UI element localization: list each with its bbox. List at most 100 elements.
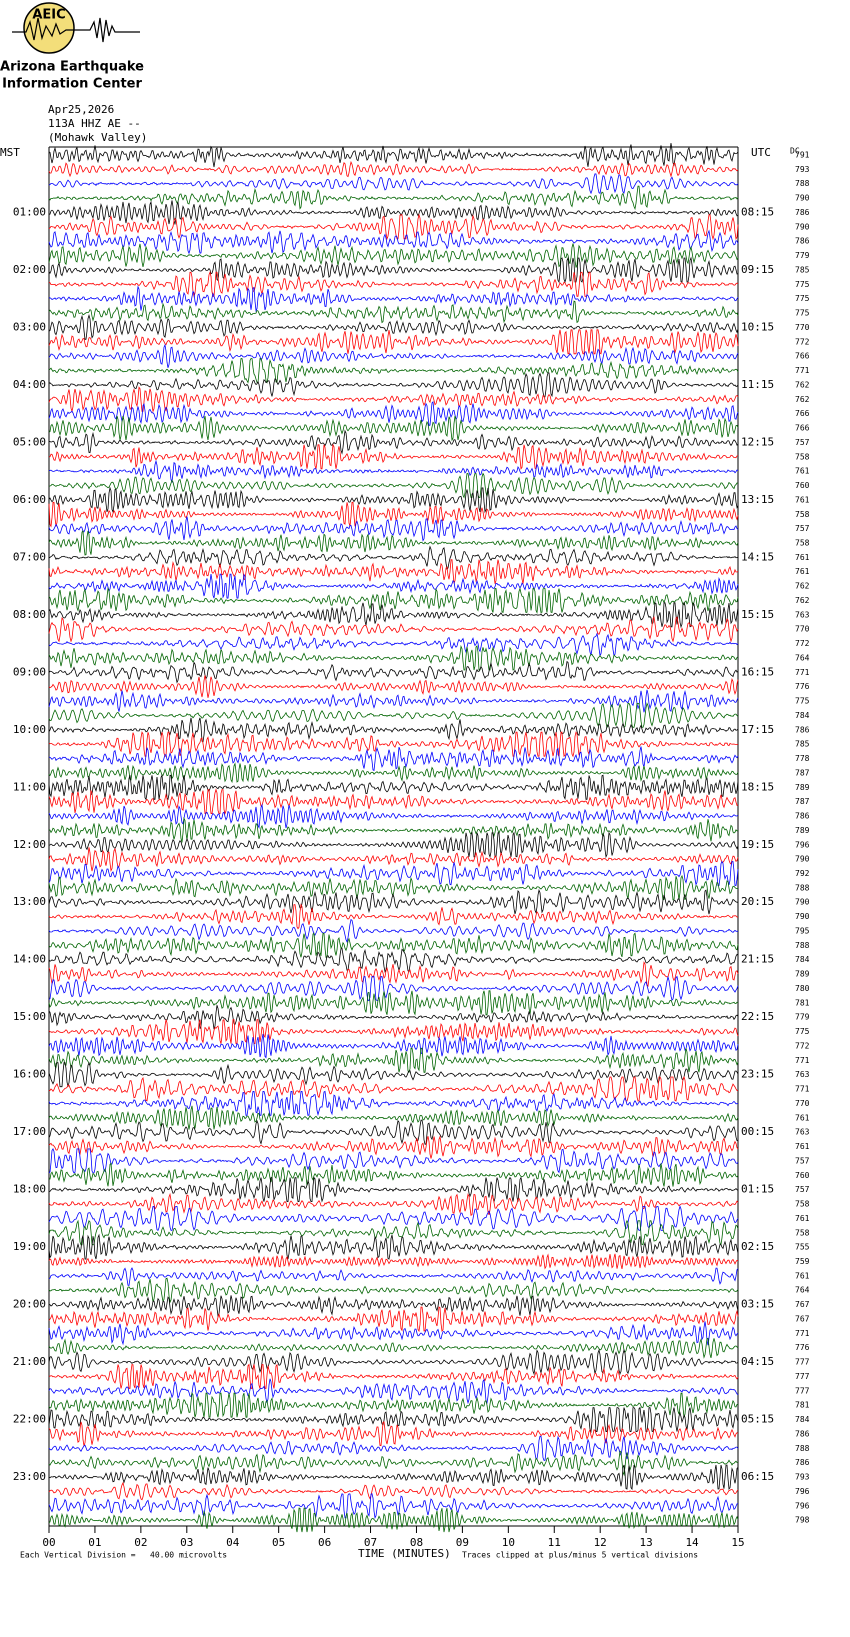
utc-time-label: 20:15 [741,895,774,908]
dc-value: 784 [795,955,810,964]
utc-time-label: 12:15 [741,435,774,448]
dc-value: 758 [795,1228,810,1237]
dc-value: 789 [795,783,810,792]
dc-value: 790 [795,912,810,921]
dc-value: 762 [795,596,810,605]
local-time-label: 06:00 [13,493,46,506]
dc-value: 757 [795,1185,810,1194]
logo-line2: Information Center [2,77,142,92]
utc-time-label: 11:15 [741,378,774,391]
trace [48,1306,739,1333]
local-time-label: 21:00 [13,1355,46,1368]
trace [48,1392,739,1418]
dc-value: 777 [795,1386,810,1395]
trace [48,660,739,684]
local-time-label: 01:00 [13,205,46,218]
trace [48,874,739,901]
x-tick-label: 15 [731,1536,744,1549]
dc-value: 778 [795,754,810,763]
dc-value: 763 [795,1070,810,1079]
trace [48,918,739,943]
trace [48,559,739,584]
dc-value: 785 [795,740,810,749]
trace [49,1295,739,1318]
local-time-label: 20:00 [13,1298,46,1311]
dc-value: 775 [795,697,810,706]
trace [48,1162,739,1187]
x-tick-label: 03 [180,1536,193,1549]
trace [48,1018,739,1045]
dc-value: 779 [795,1013,810,1022]
x-tick-label: 01 [88,1536,101,1549]
dc-value: 757 [795,438,810,447]
trace [48,486,739,514]
dc-value: 760 [795,481,810,490]
utc-time-label: 23:15 [741,1068,774,1081]
dc-value: 796 [795,840,810,849]
dc-value: 764 [795,1286,810,1295]
trace [48,343,739,368]
dc-value: 761 [795,553,810,562]
dc-value: 792 [795,869,810,878]
trace [48,990,739,1016]
trace [48,1507,739,1533]
utc-time-label: 01:15 [741,1183,774,1196]
dc-value: 772 [795,639,810,648]
x-tick-label: 00 [42,1536,55,1549]
dc-value: 786 [795,208,810,217]
dc-value: 786 [795,1429,810,1438]
dc-value: 775 [795,1027,810,1036]
dc-value: 771 [795,366,810,375]
dc-label: DC [790,147,800,156]
trace [48,773,739,801]
dc-value: 781 [795,1401,810,1410]
local-time-label: 11:00 [13,780,46,793]
dc-value: 781 [795,998,810,1007]
dc-value: 770 [795,625,810,634]
dc-value: 767 [795,1300,810,1309]
trace [48,160,739,178]
dc-value: 766 [795,409,810,418]
dc-value: 772 [795,337,810,346]
trace [48,816,739,843]
trace [48,372,739,398]
trace [48,961,739,988]
trace [48,443,739,470]
dc-value: 786 [795,1458,810,1467]
logo-wave [12,17,140,43]
dc-value: 763 [795,610,810,619]
x-tick-label: 14 [685,1536,699,1549]
trace [48,1233,739,1260]
trace [48,932,739,958]
dc-value: 770 [795,323,810,332]
dc-value: 759 [795,1257,810,1266]
dc-value: 798 [795,1516,810,1525]
trace [48,1148,739,1174]
header-date: Apr25,2026 [48,103,114,116]
utc-time-label: 13:15 [741,493,774,506]
x-tick-label: 07 [364,1536,377,1549]
dc-value: 790 [795,222,810,231]
dc-value: 771 [795,1056,810,1065]
dc-value: 786 [795,725,810,734]
dc-value: 786 [795,237,810,246]
dc-value: 758 [795,452,810,461]
dc-value: 764 [795,653,810,662]
utc-time-label: 03:15 [741,1298,774,1311]
trace [48,213,739,241]
trace [48,314,739,340]
trace [48,831,739,859]
dc-value: 762 [795,582,810,591]
dc-value: 780 [795,984,810,993]
trace [48,1481,739,1501]
dc-value: 757 [795,524,810,533]
trace [48,847,739,872]
dc-value: 761 [795,1142,810,1151]
x-tick-label: 12 [594,1536,607,1549]
x-tick-label: 04 [226,1536,240,1549]
trace [48,1005,739,1030]
dc-value: 762 [795,395,810,404]
trace [48,1321,739,1346]
utc-time-label: 15:15 [741,608,774,621]
utc-time-label: 04:15 [741,1355,774,1368]
